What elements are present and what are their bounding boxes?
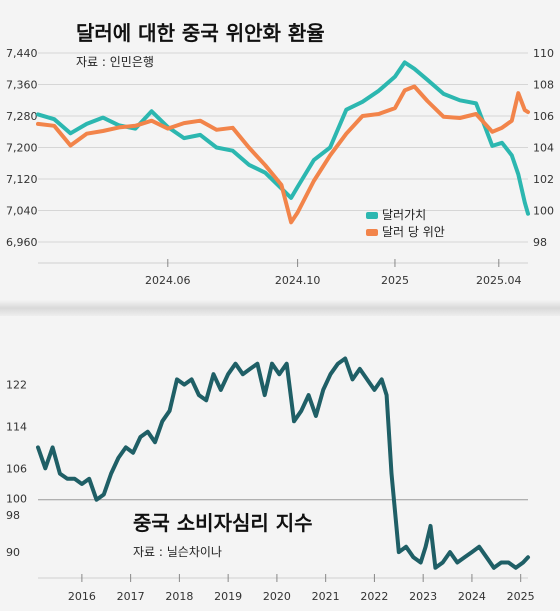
y-left-tick-label: 6,960 (6, 236, 38, 249)
legend: 달러가치 달러 당 위안 (366, 208, 445, 239)
y-left-tick-label: 7,040 (6, 205, 38, 218)
x-tick-label: 2022 (360, 590, 388, 603)
y-right-tick-label: 100 (533, 205, 554, 218)
x-tick-label: 2025 (381, 274, 409, 287)
chart-source: 자료 : 닐슨차이나 (133, 545, 222, 559)
consumer-sentiment-chart: 122 114 106 100 98 90 2016 2017 2018 2019 2020 202… (6, 356, 535, 603)
y-tick-label: 114 (6, 420, 27, 433)
y-left-tick-label: 7,360 (6, 79, 38, 92)
x-tick-label: 2019 (214, 590, 242, 603)
x-tick-label: 2016 (68, 590, 96, 603)
chart-source: 자료 : 인민은행 (76, 54, 154, 69)
x-tick-label: 2021 (312, 590, 340, 603)
x-tick-label: 2023 (409, 590, 437, 603)
y-right-tick-label: 102 (533, 173, 554, 186)
legend-swatch-yuan-per-dollar (366, 229, 378, 236)
x-tick-label: 2024.10 (275, 274, 321, 287)
y-left-tick-label: 7,440 (6, 47, 38, 60)
chart-title: 중국 소비자심리 지수 (133, 511, 313, 535)
x-tick-label: 2020 (263, 590, 291, 603)
y-right-tick-label: 98 (533, 236, 547, 249)
x-tick-label: 2024.06 (145, 274, 191, 287)
consumer-sentiment-panel (0, 316, 560, 611)
legend-swatch-dollar-index (366, 212, 378, 219)
x-tick-label: 2024 (458, 590, 486, 603)
y-left-tick-label: 7,200 (6, 142, 38, 155)
y-right-tick-label: 106 (533, 110, 554, 123)
legend-label-yuan-per-dollar: 달러 당 위안 (382, 225, 445, 239)
y-tick-label: 106 (6, 462, 27, 475)
series-line-consumer-sentiment (36, 356, 530, 570)
exchange-rate-chart: 달러에 대한 중국 위안화 환율 자료 : 인민은행 7,440 7,360 7,2… (6, 21, 554, 287)
y-right-tick-label: 108 (533, 79, 554, 92)
y-left-tick-label: 7,120 (6, 173, 38, 186)
series-line-yuan-per-dollar (36, 84, 530, 225)
y-tick-label: 122 (6, 379, 27, 392)
y-tick-label: 90 (6, 546, 20, 559)
y-left-tick-label: 7,280 (6, 110, 38, 123)
y-tick-label: 98 (6, 509, 20, 522)
legend-label-dollar-index: 달러가치 (382, 208, 426, 222)
exchange-rate-panel (0, 0, 560, 300)
panel-divider (0, 300, 560, 316)
y-right-tick-label: 110 (533, 47, 554, 60)
x-tick-label: 2017 (117, 590, 145, 603)
y-right-tick-label: 104 (533, 142, 554, 155)
y-tick-label: 100 (6, 493, 27, 506)
x-tick-label: 2025.04 (476, 274, 522, 287)
x-tick-label: 2025 (507, 590, 535, 603)
x-tick-label: 2018 (165, 590, 193, 603)
chart-title: 달러에 대한 중국 위안화 환율 (76, 21, 325, 45)
